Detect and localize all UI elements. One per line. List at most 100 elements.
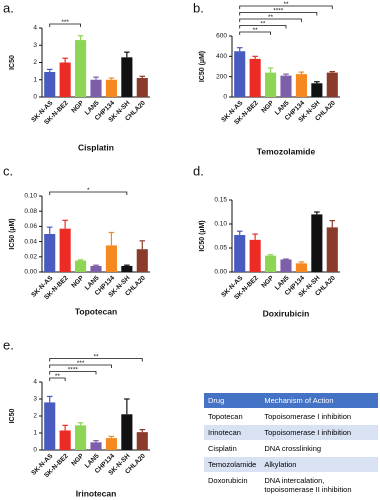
chart-title: Doxirubicin [263,308,310,318]
bar [249,239,261,272]
bar [311,214,323,272]
table-row: Temozolamide Alkylation [204,456,378,473]
significance-label: ** [93,354,99,361]
y-tick-label: 1 [33,430,37,437]
y-tick-label: 0.04 [24,238,37,245]
table-header-cell: Mechanism of Action [260,393,378,409]
significance-label: ** [55,373,61,380]
significance-label: ** [283,1,289,8]
y-tick-label: 4 [33,25,37,32]
table-header-row: Drug Mechanism of Action [204,393,378,409]
y-tick-label: 0.05 [214,245,227,252]
significance-label: *** [61,19,69,26]
table-cell: DNA intercalation, topoisomerase II inhi… [260,472,378,497]
table-row: Irinotecan Topoisomerase I inhibition [204,424,378,441]
panel-label: a. [3,0,14,15]
table-row: Topotecan Topoisomerase I inhibition [204,408,378,425]
significance-bracket [49,358,143,362]
y-tick-label: 0.00 [24,269,37,276]
bar [295,74,307,97]
y-axis-label: IC50 [9,55,16,70]
y-axis-label: IC50 [9,409,16,424]
bar [105,438,117,450]
drug-table: Drug Mechanism of Action Topotecan Topoisom… [204,393,378,497]
y-tick-label: 200 [216,73,227,80]
table-row: Doxorubicin DNA intercalation, topoisomer… [204,472,378,497]
y-tick-label: 0.06 [24,223,37,230]
y-tick-label: 2 [33,413,37,420]
bar [90,265,102,272]
y-tick-label: 0.08 [24,208,37,215]
table-cell: Topoisomerase I inhibition [260,408,378,425]
y-tick-label: 0 [223,94,227,101]
bar [234,235,246,272]
bar [249,58,261,97]
bar [234,51,246,97]
significance-label: ** [268,14,274,21]
bar [121,265,133,272]
bar [105,245,117,272]
bar [75,40,87,97]
significance-label: ** [253,27,259,34]
y-tick-label: 0.02 [24,254,37,261]
significance-bracket [49,371,97,375]
significance-label: ** [260,21,266,28]
significance-bracket [49,377,66,381]
bar [59,62,71,97]
bar [121,414,133,450]
table-cell: Temozolamide [204,456,261,473]
significance-bracket [49,364,112,368]
bar [326,227,338,272]
table-header-cell: Drug [204,393,261,409]
bar [265,255,277,272]
y-tick-label: 0.10 [24,193,37,200]
significance-label: **** [273,8,284,15]
bar [265,72,277,97]
significance-bracket [239,18,302,22]
significance-label: * [87,187,90,194]
bar [44,234,56,272]
y-tick-label: 3 [33,396,37,403]
bar [326,72,338,97]
bar [90,79,102,97]
y-tick-label: 1 [33,76,37,83]
table-cell: Alkylation [260,456,378,473]
table-cell: Topotecan [204,408,261,425]
y-tick-label: 4 [33,379,37,386]
significance-bracket [239,5,333,9]
bar [44,71,56,97]
chart-title: Topotecan [75,306,117,316]
y-axis-label: IC50 (µM) [199,51,206,82]
bar [295,263,307,272]
table-cell: Cisplatin [204,440,261,457]
bar [59,228,71,272]
significance-label: *** [77,360,85,367]
y-tick-label: 0.00 [214,269,227,276]
table-row: Cisplatin DNA crosslinking [204,440,378,457]
significance-bracket [49,191,128,195]
bar [44,402,56,450]
panel-label: e. [3,337,14,352]
panel-label: c. [3,163,13,178]
bar [280,75,292,97]
table-cell: DNA crosslinking [260,440,378,457]
y-tick-label: 0.10 [214,221,227,228]
bar [280,259,292,272]
bar [311,83,323,97]
y-tick-label: 0.15 [214,197,227,204]
y-tick-label: 400 [216,53,227,60]
chart-title: Irinotecan [76,488,117,498]
significance-bracket [239,25,287,29]
panel-label: b. [193,0,204,15]
y-tick-label: 3 [33,42,37,49]
bar [90,442,102,450]
bar [105,79,117,97]
significance-bracket [239,12,318,16]
table-cell: Doxorubicin [204,472,261,497]
bar [136,249,148,272]
bar [121,57,133,97]
chart-title: Cisplatin [78,142,114,152]
y-tick-label: 0 [33,94,37,101]
bar [136,432,148,450]
